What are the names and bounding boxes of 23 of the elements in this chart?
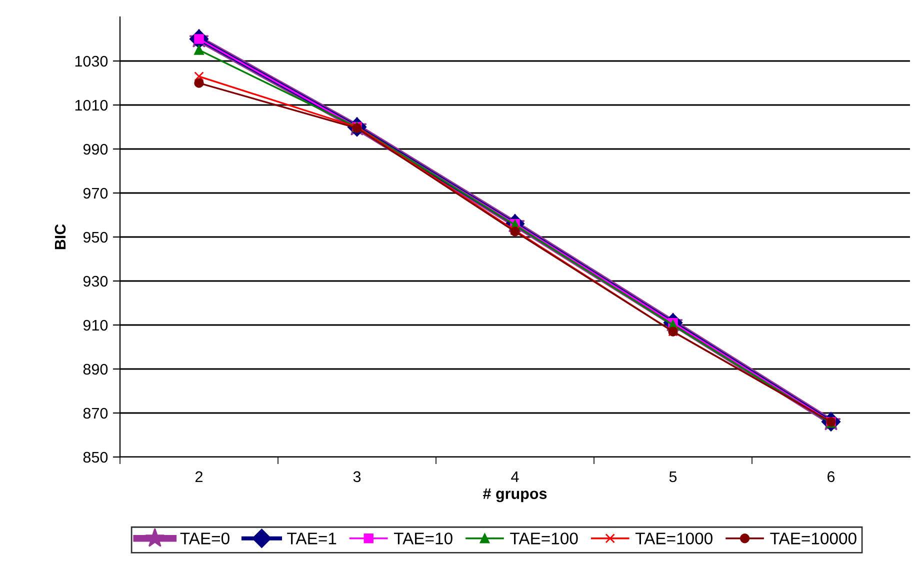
- y-tick-label: 910: [83, 320, 108, 331]
- legend-label: TAE=0: [180, 532, 230, 544]
- y-axis-title: BIC: [54, 224, 66, 250]
- y-tick-label: 950: [83, 232, 108, 243]
- y-tick-label: 1010: [75, 100, 108, 111]
- x-axis-title: # grupos: [483, 488, 547, 502]
- x-tick-label: 4: [511, 471, 519, 482]
- legend-label: TAE=10000: [770, 532, 856, 544]
- y-tick-label: 870: [83, 408, 108, 419]
- x-tick-label: 5: [669, 471, 677, 482]
- x-tick-label: 3: [353, 471, 361, 482]
- x-tick-label: 6: [828, 471, 835, 482]
- y-tick-label: 930: [83, 276, 108, 287]
- y-tick-label: 990: [83, 144, 108, 155]
- legend-label: TAE=1: [287, 532, 336, 544]
- legend-label: TAE=100: [510, 532, 578, 544]
- y-tick-label: 890: [83, 364, 108, 375]
- y-tick-label: 970: [83, 188, 108, 199]
- legend-label: TAE=1000: [635, 532, 712, 544]
- x-tick-label: 2: [196, 471, 202, 482]
- y-tick-label: 1030: [75, 56, 108, 67]
- legend-label: TAE=10: [394, 532, 452, 544]
- y-tick-label: 850: [83, 452, 108, 463]
